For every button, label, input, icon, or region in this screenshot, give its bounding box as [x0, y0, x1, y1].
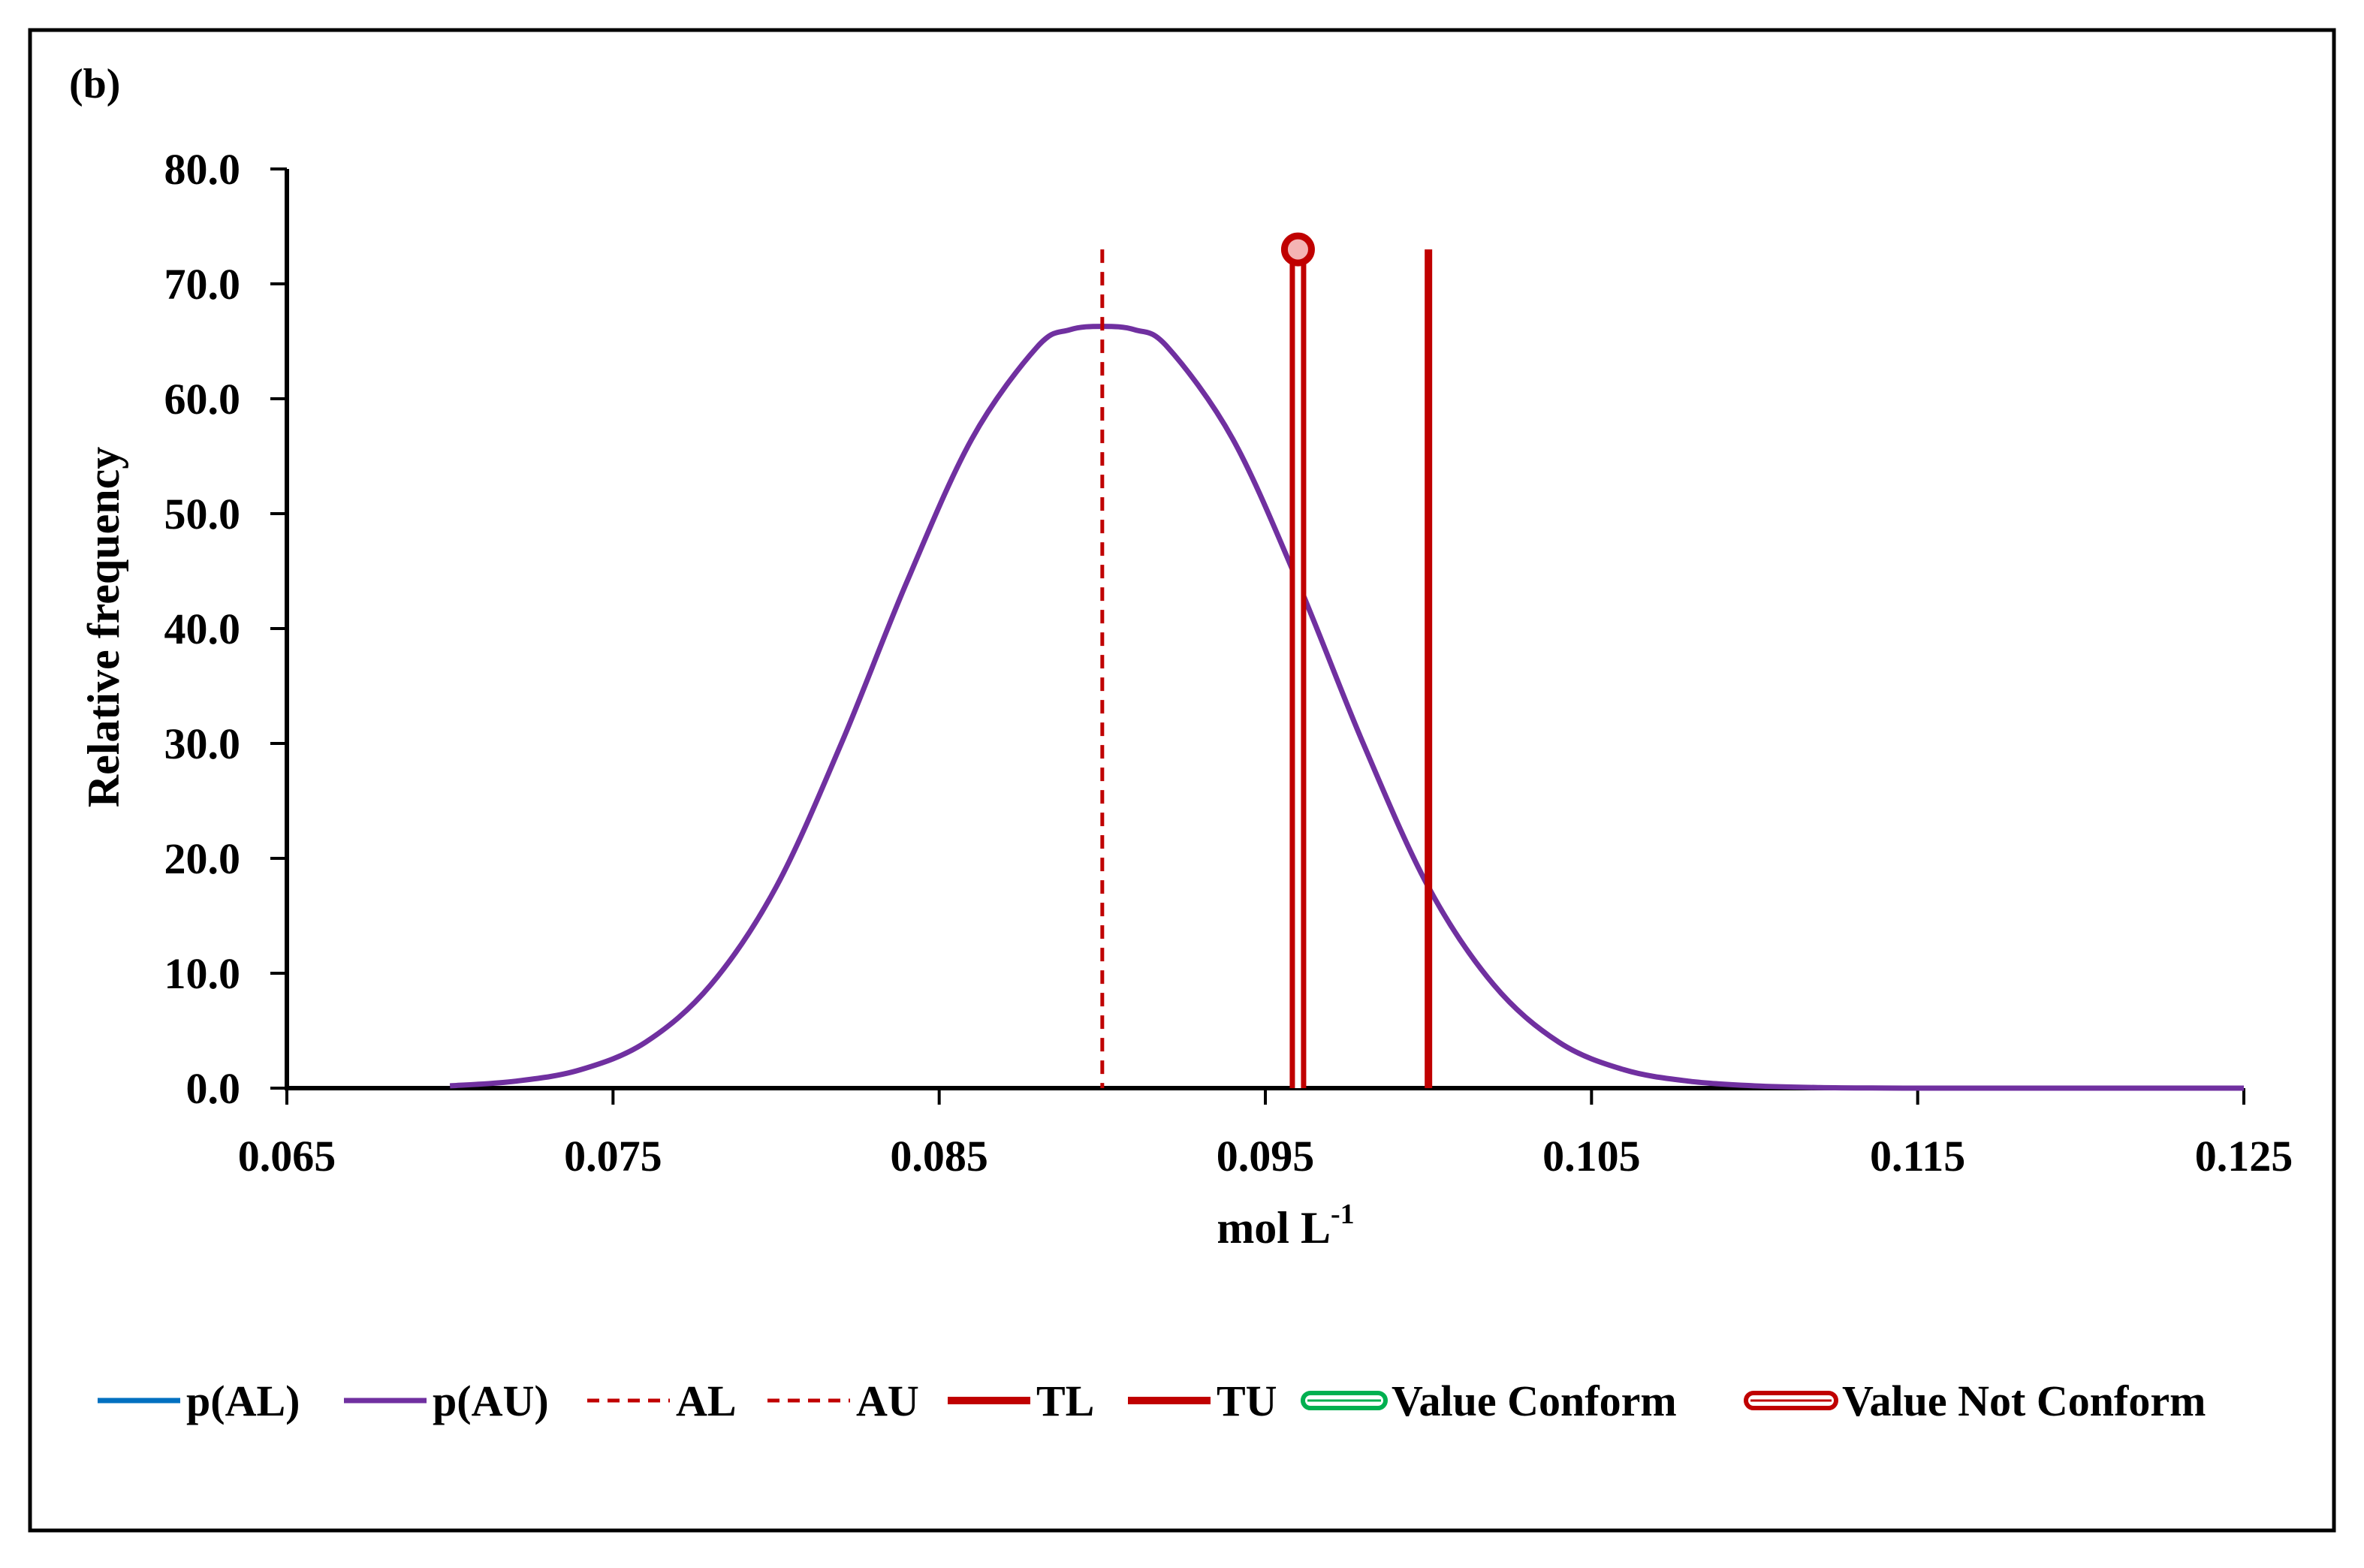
y-tick-label: 60.0: [164, 375, 241, 424]
y-axis-label: Relative frequency: [79, 447, 128, 807]
x-tick-label: 0.075: [564, 1132, 662, 1181]
legend-label: AU: [856, 1377, 919, 1425]
legend-item-al[interactable]: AL: [587, 1377, 737, 1425]
x-axis-label: mol L-1: [1217, 1199, 1354, 1253]
y-tick-label: 30.0: [164, 719, 241, 768]
y-tick-label: 50.0: [164, 490, 241, 538]
series-layer: [449, 324, 2244, 1091]
y-ticks: 0.0 10.0 20.0 30.0 40.0 50.0 60.0 70.0 80.0: [164, 145, 287, 1113]
y-tick-label: 10.0: [164, 949, 241, 998]
vline-value-not-conform-marker: [1280, 232, 1315, 267]
legend-item-p-al[interactable]: p(AL): [98, 1377, 300, 1425]
chart-frame: [28, 28, 2336, 1533]
x-tick-label: 0.105: [1542, 1132, 1641, 1181]
legend-label: p(AU): [433, 1377, 549, 1425]
legend-label: TU: [1217, 1377, 1277, 1425]
legend-item-au[interactable]: AU: [767, 1377, 919, 1425]
legend-label: Value Not Conform: [1842, 1377, 2206, 1425]
x-tick-label: 0.065: [238, 1132, 336, 1181]
legend-item-tu[interactable]: TU: [1128, 1377, 1277, 1425]
x-tick-label: 0.125: [2195, 1132, 2293, 1181]
x-ticks: 0.065 0.075 0.085 0.095 0.105 0.115 0.125: [238, 1088, 2293, 1181]
x-axis-label-main: mol L: [1217, 1203, 1331, 1253]
legend-label: p(AL): [186, 1377, 300, 1425]
x-tick-label: 0.085: [890, 1132, 988, 1181]
legend-label: Value Conform: [1392, 1377, 1677, 1425]
x-tick-label: 0.115: [1870, 1132, 1965, 1181]
legend-item-value-not-conform[interactable]: Value Not Conform: [1744, 1377, 2206, 1425]
legend-label: TL: [1036, 1377, 1094, 1425]
y-tick-label: 20.0: [164, 834, 241, 883]
legend: p(AL) p(AU) AL AU TL TU Value Conform Value Not…: [98, 1377, 2206, 1425]
legend-item-value-conform[interactable]: Value Conform: [1301, 1377, 1677, 1425]
legend-label: AL: [676, 1377, 737, 1425]
x-tick-label: 0.095: [1217, 1132, 1315, 1181]
panel-label: (b): [69, 61, 120, 107]
y-tick-label: 70.0: [164, 260, 241, 309]
x-axis-label-superscript: -1: [1331, 1199, 1355, 1230]
y-tick-label: 40.0: [164, 605, 241, 653]
vline-layer: [1100, 232, 1433, 1088]
legend-item-tl[interactable]: TL: [948, 1377, 1094, 1425]
series-line-p-au: [449, 324, 2244, 1091]
legend-item-p-au[interactable]: p(AU): [344, 1377, 549, 1425]
y-tick-label: 0.0: [186, 1064, 241, 1113]
y-tick-label: 80.0: [164, 145, 241, 194]
